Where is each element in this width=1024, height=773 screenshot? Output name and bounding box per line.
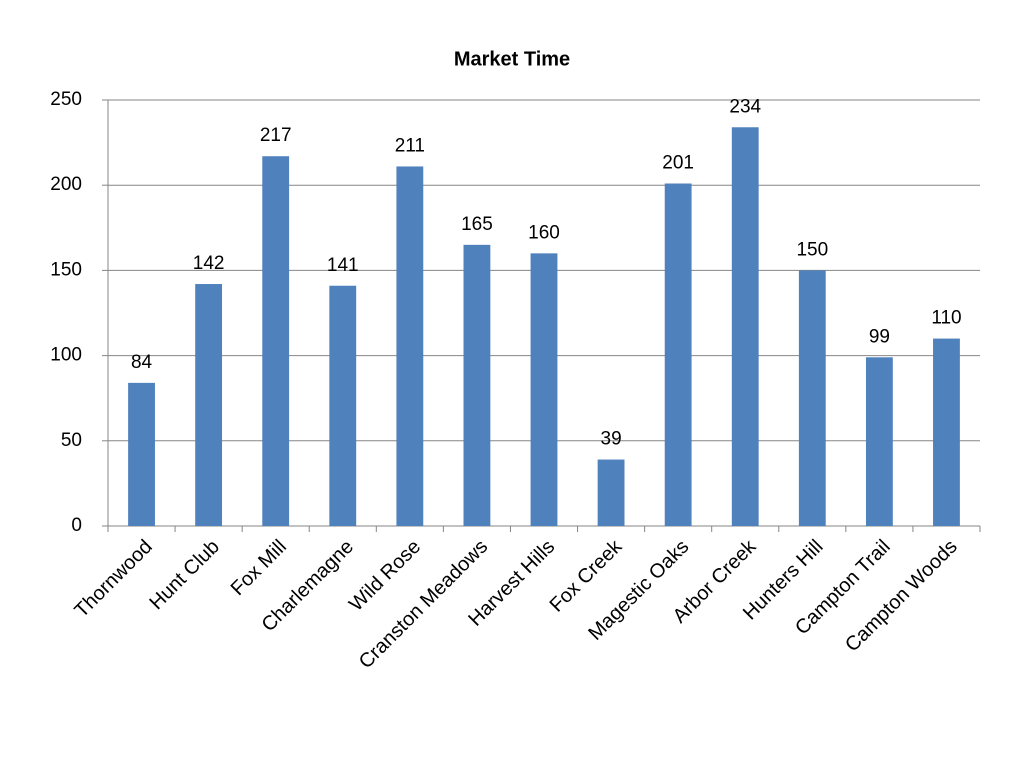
data-label: 142 [193,253,225,274]
chart-title: Market Time [454,48,570,70]
x-tick-label: Hunt Club [145,536,223,614]
bar [664,183,692,526]
x-tick-label: Cranston Meadows [355,536,492,673]
x-tick-label: Campton Woods [841,536,962,657]
y-tick-label: 0 [71,515,82,536]
bar [329,285,357,526]
data-label: 99 [869,326,890,347]
bar [396,166,424,526]
bar [128,382,155,526]
data-label: 110 [931,308,961,329]
data-label: 211 [395,135,425,156]
bar [731,127,759,526]
bar [463,244,491,526]
y-tick-label: 150 [50,259,82,280]
bar [865,357,893,526]
data-label: 84 [131,352,153,373]
data-label: 39 [601,429,622,450]
data-label: 201 [662,153,694,174]
data-label: 141 [327,255,359,276]
x-tick-label: Thornwood [70,536,156,622]
y-tick-label: 100 [50,345,82,366]
bar [798,270,826,526]
bar [195,284,223,526]
x-tick-label: Fox Mill [227,536,291,600]
y-tick-label: 250 [50,89,82,110]
data-label: 150 [796,239,828,260]
bar [933,338,960,526]
bar [530,253,558,527]
data-label: 234 [729,96,761,117]
data-label: 160 [528,222,560,243]
data-label: 165 [461,214,493,235]
bar [597,459,625,526]
y-tick-label: 50 [61,430,82,451]
data-label: 217 [260,125,292,146]
bar [262,156,290,526]
y-tick-label: 200 [50,174,82,195]
